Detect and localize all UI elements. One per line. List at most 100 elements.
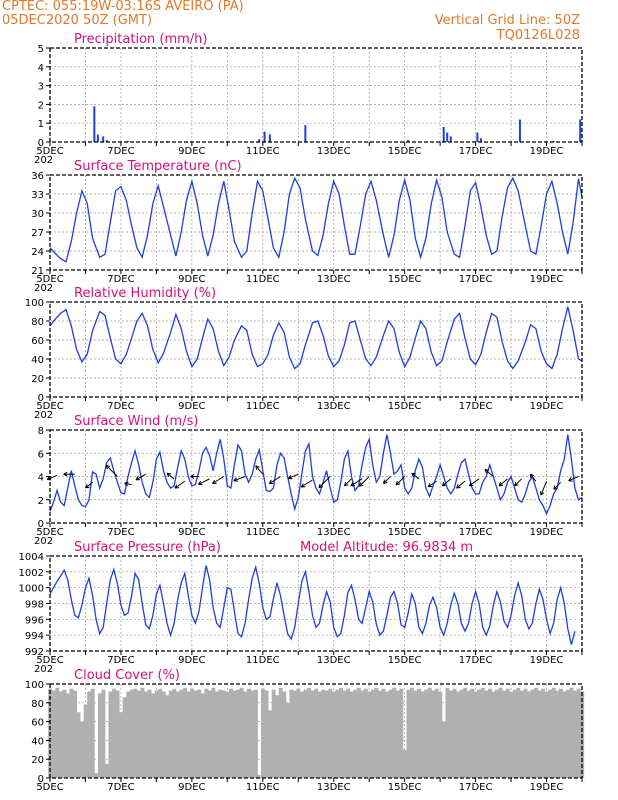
cloud-bar xyxy=(229,688,234,778)
precip-bar xyxy=(476,132,479,142)
y-tick-label: 40 xyxy=(31,355,44,366)
cloud-bar xyxy=(431,690,436,778)
x-tick-label: 9DEC xyxy=(178,146,205,157)
precip-bar xyxy=(304,125,307,142)
y-tick-label: 8 xyxy=(38,426,44,437)
cloud-bar xyxy=(502,690,507,778)
cloud-bar xyxy=(353,689,358,778)
year-corner-label: 202 xyxy=(34,410,53,421)
cloud-bar xyxy=(466,690,471,778)
cloud-bar xyxy=(271,689,276,778)
wind-arrow xyxy=(468,478,480,487)
wind-arrow xyxy=(124,481,132,487)
y-tick-label: 20 xyxy=(31,374,44,385)
cloud-bar xyxy=(264,690,269,778)
x-tick-label: 15DEC xyxy=(388,146,422,157)
x-tick-label: 7DEC xyxy=(107,782,134,793)
x-tick-label: 17DEC xyxy=(459,146,493,157)
cloud-bar xyxy=(136,690,141,778)
cloud-bar xyxy=(512,689,517,778)
cloud-bar xyxy=(370,689,375,778)
x-tick-label: 17DEC xyxy=(459,527,493,538)
cloud-bar xyxy=(420,691,425,778)
cloud-bar xyxy=(328,688,333,778)
cloud-bar xyxy=(558,688,563,778)
precip-bar xyxy=(479,138,482,142)
cloud-bar xyxy=(225,691,230,778)
cloud-bar xyxy=(566,689,570,778)
cloud-bar xyxy=(452,688,457,778)
x-tick-label: 17DEC xyxy=(459,274,493,285)
wind-arrow xyxy=(539,480,547,496)
cloud-bar xyxy=(253,689,258,778)
cloud-bar xyxy=(339,687,343,778)
x-tick-label: 5DEC xyxy=(36,146,63,157)
x-tick-label: 11DEC xyxy=(246,146,280,157)
cloud-bar xyxy=(381,688,386,778)
cloud-bar xyxy=(541,688,546,778)
panel-frame xyxy=(49,301,583,398)
y-tick-label: 996 xyxy=(25,615,44,626)
cloud-bar xyxy=(537,690,542,778)
cloud-bar xyxy=(441,721,446,778)
cloud-bar xyxy=(349,691,354,778)
cloud-bar xyxy=(133,688,138,778)
precip-bar xyxy=(268,134,271,142)
cloud-bar xyxy=(317,691,322,778)
y-tick-label: 80 xyxy=(31,317,44,328)
x-tick-label: 5DEC xyxy=(36,527,63,538)
cloud-bar xyxy=(62,689,67,778)
precip-bar xyxy=(105,140,108,142)
y-tick-label: 60 xyxy=(31,336,44,347)
cloud-bar xyxy=(438,691,443,778)
cloud-bar xyxy=(555,690,560,778)
wind-arrow xyxy=(456,480,466,489)
y-tick-label: 6 xyxy=(38,449,44,460)
wind-arrow xyxy=(441,478,452,487)
panel-title: Surface Temperature (nC) xyxy=(74,159,242,174)
cloud-bar xyxy=(275,695,280,778)
cloud-bar xyxy=(257,775,262,778)
cloud-bar xyxy=(427,687,432,778)
cloud-bar xyxy=(236,689,241,778)
x-tick-label: 13DEC xyxy=(317,274,351,285)
x-tick-label: 7DEC xyxy=(107,401,134,412)
cloud-bar xyxy=(456,691,461,778)
cloud-bar xyxy=(406,689,411,778)
wind-arrow xyxy=(358,476,370,487)
x-tick-label: 13DEC xyxy=(317,401,351,412)
x-tick-label: 19DEC xyxy=(530,782,564,793)
y-tick-label: 27 xyxy=(31,228,44,239)
precip-bar xyxy=(518,119,521,142)
pressure-series-line xyxy=(49,564,576,645)
x-tick-label: 9DEC xyxy=(178,655,205,666)
cloud-bar xyxy=(385,691,390,778)
wind-arrow xyxy=(514,478,523,487)
cloud-bar xyxy=(190,688,195,778)
panel-title: Surface Wind (m/s) xyxy=(74,414,198,429)
cloud-bar xyxy=(530,689,535,778)
cloud-bar xyxy=(573,690,578,778)
wind-arrow xyxy=(105,464,118,477)
x-tick-label: 11DEC xyxy=(246,527,280,538)
x-tick-label: 19DEC xyxy=(530,274,564,285)
header-run-time: 05DEC2020 50Z (GMT) xyxy=(2,13,153,28)
cloud-bar xyxy=(211,687,216,778)
panel-frame xyxy=(49,47,583,143)
cloud-bar xyxy=(193,690,198,778)
wind-arrow xyxy=(343,478,352,487)
panel-title: Surface Pressure (hPa) xyxy=(74,540,221,555)
cloud-bar xyxy=(179,689,184,778)
x-tick-label: 11DEC xyxy=(246,401,280,412)
precip-bar xyxy=(446,132,449,142)
cloud-bar xyxy=(413,690,418,778)
cloud-bar xyxy=(175,691,180,778)
y-tick-label: 30 xyxy=(31,209,44,220)
cloud-bar xyxy=(331,691,336,778)
cloud-bar xyxy=(534,687,539,778)
cloud-bar xyxy=(65,693,70,778)
x-tick-label: 7DEC xyxy=(107,146,134,157)
precip-bar xyxy=(579,119,582,142)
cloud-bar xyxy=(477,689,482,778)
